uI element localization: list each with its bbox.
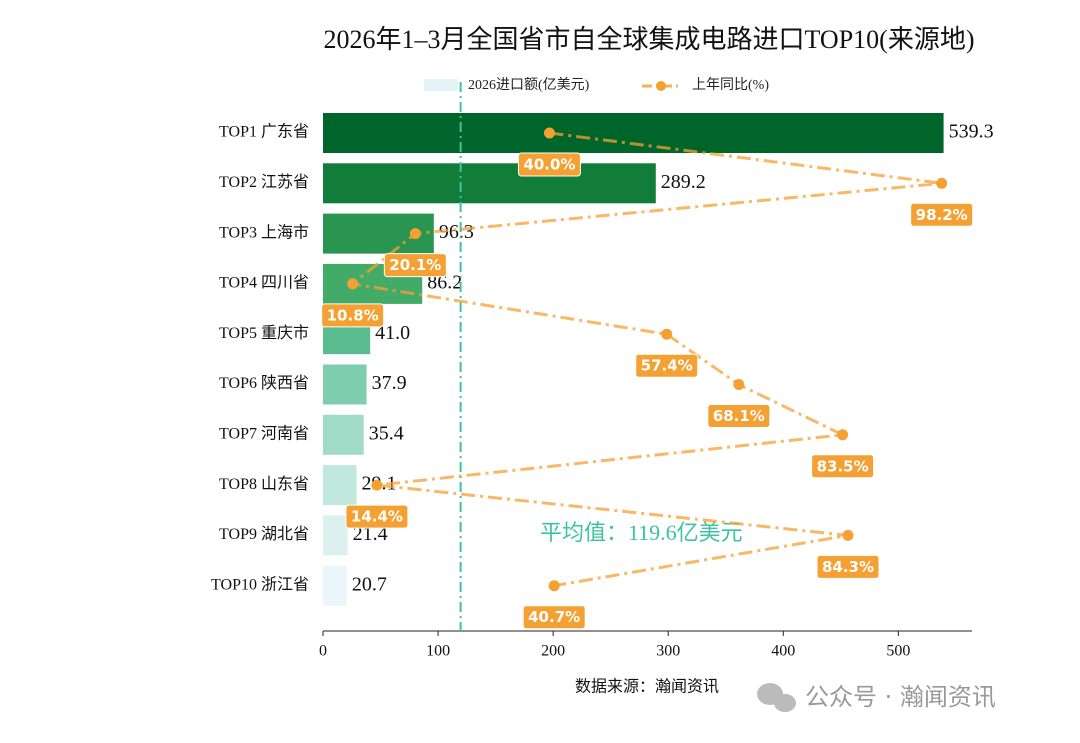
yoy-label-box — [816, 554, 880, 579]
chart-title: 2026年1–3月全国省市自全球集成电路进口TOP10(来源地) — [324, 25, 975, 54]
yoy-label-box — [383, 253, 447, 278]
bar — [323, 113, 944, 153]
bar-value-label: 289.2 — [661, 171, 706, 193]
x-tick-label: 500 — [886, 643, 910, 660]
source: 数据来源：瀚闻资讯 — [575, 678, 719, 696]
yoy-marker — [661, 328, 673, 340]
y-tick-label: TOP7 河南省 — [219, 424, 309, 442]
yoy-label: 84.3% — [822, 558, 874, 576]
yoy-marker — [543, 127, 555, 139]
y-tick-label: TOP10 浙江省 — [211, 575, 309, 593]
watermark-icon — [757, 683, 796, 712]
legend-marker — [656, 81, 666, 91]
yoy-label-box — [635, 353, 699, 378]
yoy-label: 68.1% — [713, 407, 765, 425]
y-tick-label: TOP5 重庆市 — [219, 324, 309, 342]
legend-label: 2026进口额(亿美元) — [468, 77, 590, 93]
yoy-label: 40.7% — [528, 608, 580, 626]
y-tick-label: TOP3 上海市 — [219, 223, 309, 241]
bar-value-label: 35.4 — [369, 422, 404, 444]
yoy-label: 20.1% — [389, 256, 441, 274]
yoy-marker — [733, 379, 745, 390]
yoy-marker — [409, 228, 421, 240]
yoy-marker — [837, 429, 849, 441]
bar — [323, 515, 348, 556]
bar-value-label: 96.3 — [439, 221, 474, 243]
y-tick-label: TOP8 山东省 — [219, 475, 309, 493]
yoy-label: 83.5% — [817, 457, 869, 475]
legend-swatch — [424, 79, 458, 91]
x-tick-label: 300 — [656, 643, 680, 660]
yoy-marker — [548, 580, 560, 592]
yoy-label: 14.4% — [351, 508, 403, 526]
bar-value-label: 37.9 — [372, 372, 407, 394]
yoy-marker — [936, 177, 948, 189]
yoy-label-box — [321, 303, 385, 328]
yoy-label: 98.2% — [916, 206, 968, 224]
yoy-label-box — [811, 454, 875, 479]
watermark: 公众号 · 瀚闻资讯 — [805, 683, 996, 711]
average-label: 平均值：119.6亿美元 — [540, 520, 743, 545]
legend-label: 上年同比(%) — [692, 77, 769, 93]
bar-value-label: 41.0 — [375, 322, 410, 344]
bar — [323, 565, 347, 606]
bar — [323, 414, 364, 455]
yoy-marker — [842, 529, 854, 541]
yoy-line — [349, 131, 942, 588]
y-tick-label: TOP6 陕西省 — [219, 374, 309, 392]
yoy-label-box — [707, 404, 771, 428]
yoy-marker — [371, 479, 383, 491]
y-tick-label: TOP1 广东省 — [219, 123, 309, 141]
y-tick-label: TOP9 湖北省 — [219, 525, 309, 543]
bar — [323, 465, 357, 506]
yoy-label-box — [517, 152, 581, 177]
yoy-label-box — [522, 605, 586, 630]
bar-value-label: 20.7 — [352, 573, 387, 595]
bar — [323, 364, 367, 405]
yoy-label: 40.0% — [523, 156, 575, 174]
yoy-marker — [347, 278, 359, 290]
x-tick-label: 0 — [319, 643, 327, 660]
yoy-label: 10.8% — [327, 306, 379, 324]
bar — [323, 163, 656, 204]
y-tick-label: TOP2 江苏省 — [219, 173, 309, 191]
x-tick-label: 200 — [541, 643, 565, 660]
yoy-label-box — [910, 202, 974, 227]
bar-value-label: 539.3 — [949, 121, 994, 143]
yoy-label-box — [345, 504, 409, 529]
y-tick-label: TOP4 四川省 — [219, 274, 309, 292]
yoy-label: 57.4% — [641, 357, 693, 375]
x-tick-label: 100 — [426, 643, 450, 660]
x-tick-label: 400 — [771, 643, 795, 660]
